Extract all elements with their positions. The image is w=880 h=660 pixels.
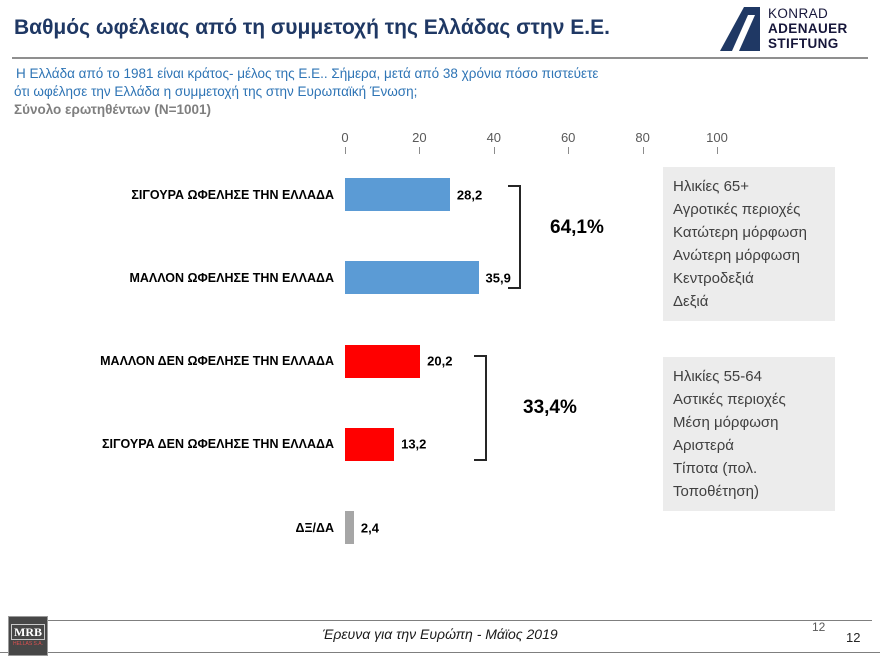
annotation-line: Τοποθέτηση) (673, 483, 760, 500)
bar-segment (345, 261, 479, 295)
annotation-line: Αστικές περιοχές (673, 391, 786, 408)
category-label: ΔΞ/ΔΑ (295, 520, 334, 535)
category-label: ΜΑΛΛΟΝ ΩΦΕΛΗΣΕ ΤΗΝ ΕΛΛΑΔΑ (129, 270, 334, 285)
kas-logo-line2: ADENAUER (768, 21, 848, 36)
annotation-box-positive: Ηλικίες 65+ Αγροτικές περιοχές Κατώτερη μό… (663, 167, 835, 321)
annotation-line: Τίποτα (πολ. (673, 460, 758, 477)
kas-logo: KONRAD ADENAUER STIFTUNG (712, 6, 848, 51)
bar-segment (345, 511, 354, 545)
annotation-box-negative: Ηλικίες 55-64 Αστικές περιοχές Μέση μόρφωσ… (663, 357, 835, 511)
bracket-negative-group (474, 355, 487, 461)
category-label: ΜΑΛΛΟΝ ΔΕΝ ΩΦΕΛΗΣΕ ΤΗΝ ΕΛΛΑΔΑ (100, 354, 334, 369)
bracket-positive-group (508, 185, 521, 289)
positive-group-total: 64,1% (550, 217, 604, 238)
bar-value-label: 20,2 (427, 353, 453, 369)
axis-tick-mark (345, 147, 346, 154)
kas-logo-text: KONRAD ADENAUER STIFTUNG (768, 6, 848, 51)
category-label: ΣΙΓΟΥΡΑ ΩΦΕΛΗΣΕ ΤΗΝ ΕΛΛΑΔΑ (131, 187, 334, 202)
bar-value-label: 35,9 (485, 270, 511, 286)
annotation-line: Ανώτερη μόρφωση (673, 247, 800, 264)
axis-tick-label: 20 (412, 130, 427, 145)
footer-divider-bottom (0, 652, 880, 653)
negative-group-total: 33,4% (523, 397, 577, 418)
axis-tick-label: 100 (706, 130, 728, 145)
bar-value-label: 28,2 (456, 187, 483, 202)
title-divider (12, 57, 868, 59)
annotation-line: Ηλικίες 65+ (673, 178, 750, 195)
kas-triangle-icon (720, 6, 760, 51)
page-title: Βαθμός ωφέλειας από τη συμμετοχή της Ελλ… (14, 16, 610, 39)
axis-tick-mark (493, 147, 495, 154)
annotation-line: Δεξιά (673, 293, 709, 310)
sample-base-text: Σύνολο ερωτηθέντων (N=1001) (14, 102, 211, 117)
footer-divider-top (48, 620, 872, 621)
footer-source: Έρευνα για την Ευρώπη - Μάϊος 2019 (322, 626, 558, 642)
mrb-logo-subtitle: HELLAS S.A. (12, 641, 43, 647)
annotation-line: Κατώτερη μόρφωση (673, 224, 807, 241)
bar-value-label: 13,2 (401, 436, 427, 452)
slide-number: 12 (846, 630, 861, 645)
annotation-line: Αγροτικές περιοχές (673, 201, 801, 218)
mrb-logo-name: MRB (11, 624, 45, 640)
category-label: ΣΙΓΟΥΡΑ ΔΕΝ ΩΦΕΛΗΣΕ ΤΗΝ ΕΛΛΑΔΑ (102, 437, 334, 452)
bar-segment (345, 427, 395, 461)
axis-tick-mark (419, 147, 421, 154)
axis-tick-label: 80 (635, 130, 650, 145)
axis-tick-label: 60 (560, 130, 576, 145)
axis-tick-label: 40 (486, 130, 502, 145)
mrb-logo: MRB HELLAS S.A. (8, 616, 48, 656)
intro-line-2: ότι ωφέλησε την Ελλάδα η συμμετοχή της σ… (14, 84, 418, 99)
axis-tick-mark (568, 147, 570, 154)
annotation-line: Μέση μόρφωση (673, 414, 779, 431)
axis-tick-label: 0 (341, 130, 349, 145)
bar-segment (345, 178, 450, 211)
footer-page-number: 12 (812, 620, 826, 634)
annotation-line: Ηλικίες 55-64 (673, 368, 762, 385)
annotation-line: Αριστερά (673, 437, 734, 454)
axis-tick-mark (717, 147, 718, 154)
kas-logo-line3: STIFTUNG (768, 36, 839, 51)
axis-tick-mark (642, 147, 644, 154)
bar-value-label: 2,4 (360, 520, 379, 536)
intro-line-1: Η Ελλάδα από το 1981 είναι κράτος- μέλος… (16, 66, 599, 81)
bar-segment (345, 344, 421, 378)
kas-logo-line1: KONRAD (768, 6, 829, 21)
annotation-line: Κεντροδεξιά (673, 270, 754, 287)
